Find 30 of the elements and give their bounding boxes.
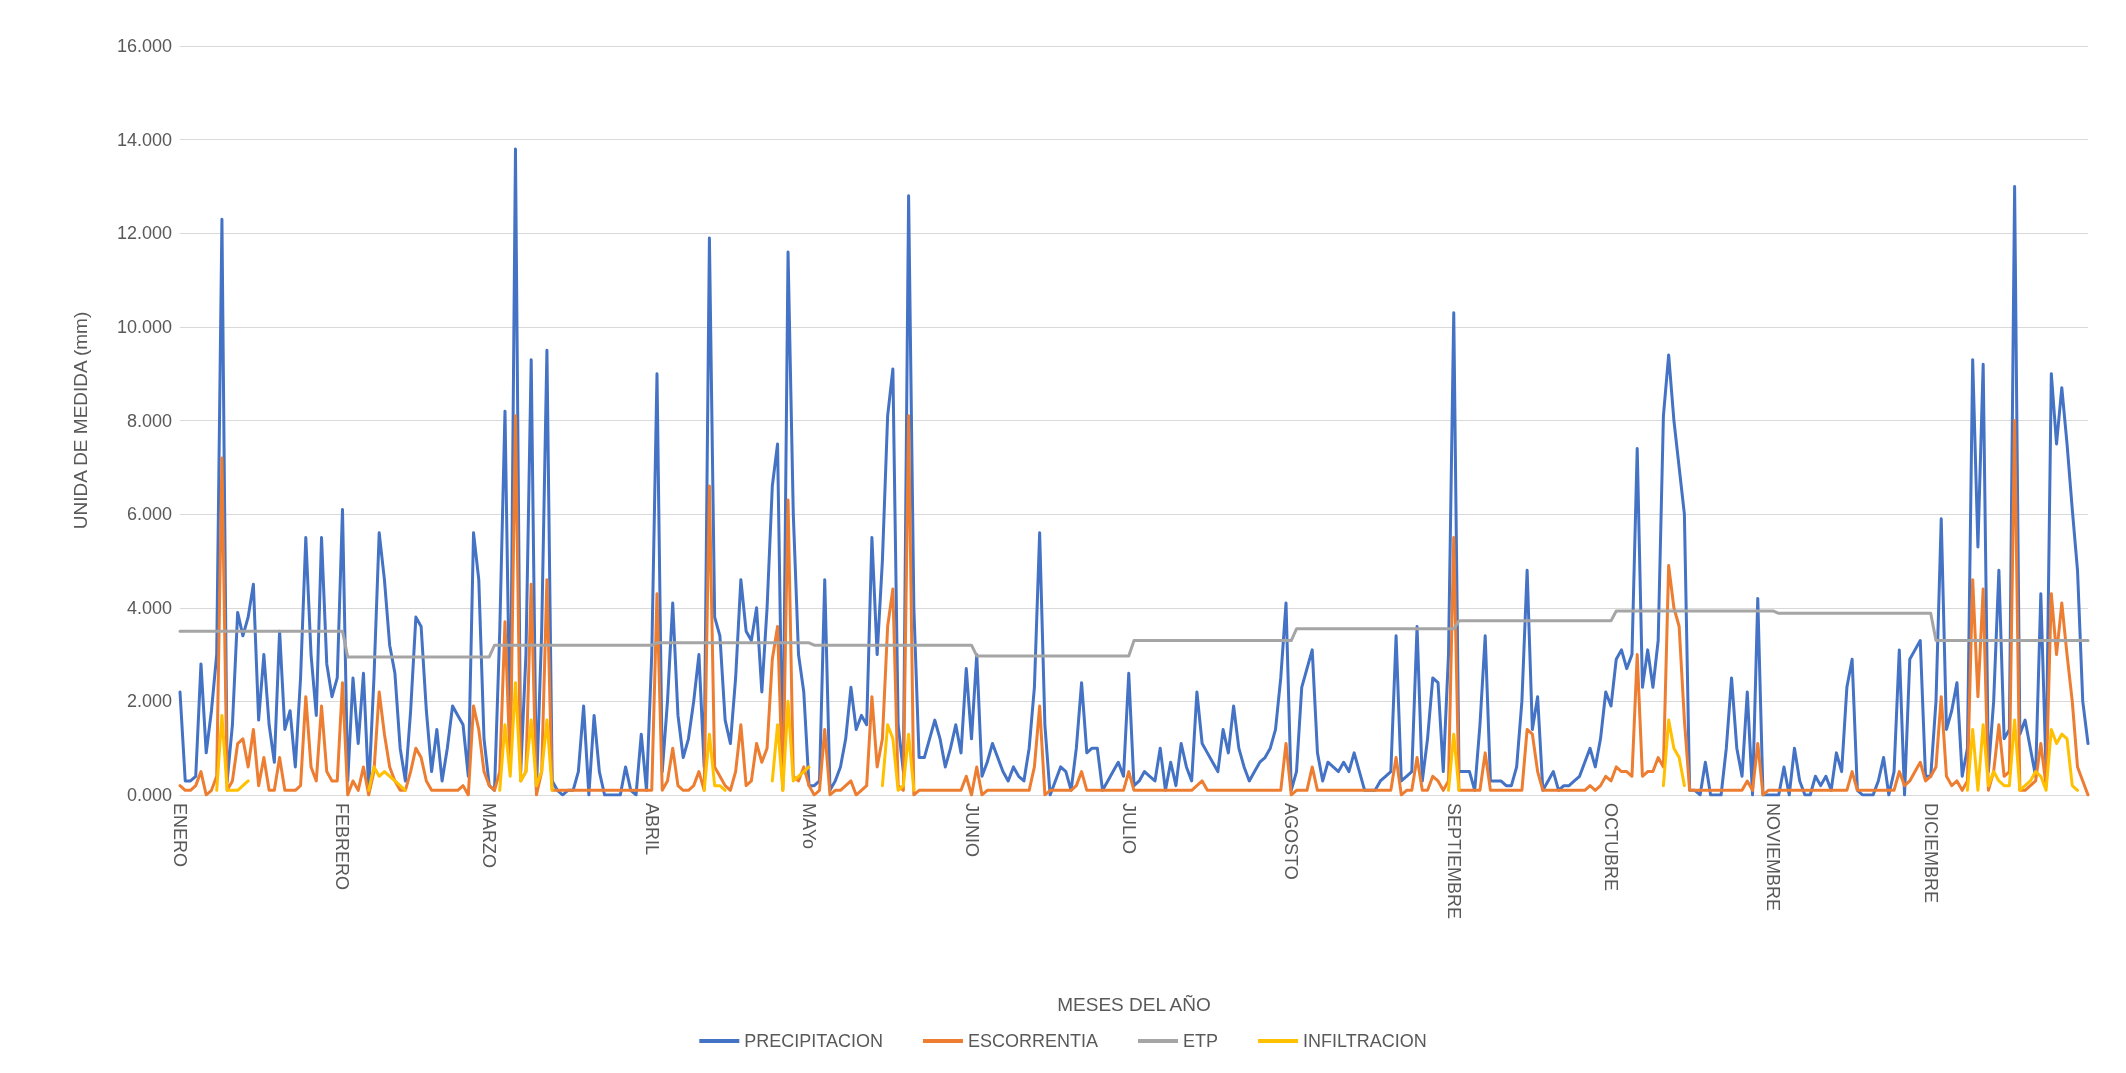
y-tick-label: 2.000 bbox=[126, 691, 172, 712]
x-tick-label: DICIEMBRE bbox=[1920, 803, 1941, 904]
y-axis-title: UNIDA DE MEDIDA (mm) bbox=[70, 311, 91, 530]
x-tick-label: OCTUBRE bbox=[1601, 803, 1621, 892]
x-tick-label: JULIO bbox=[1118, 803, 1139, 855]
y-tick-label: 16.000 bbox=[116, 36, 172, 56]
line-series bbox=[178, 414, 2090, 797]
legend-label: ETP bbox=[1183, 1031, 1219, 1051]
y-tick-label: 10.000 bbox=[116, 316, 172, 337]
x-tick-label: MARZO bbox=[479, 803, 500, 868]
x-tick-label: FEBRERO bbox=[332, 803, 353, 891]
x-tick-label: ABRIL bbox=[641, 803, 662, 856]
x-tick-label: JUNIO bbox=[961, 803, 982, 857]
x-tick-label: ENERO bbox=[170, 803, 190, 868]
line-series bbox=[178, 609, 2090, 659]
x-axis-title: MESES DEL AÑO bbox=[1057, 994, 1211, 1015]
y-tick-label: 6.000 bbox=[126, 504, 172, 525]
legend-label: ESCORRENTIA bbox=[967, 1031, 1099, 1051]
legend-label: PRECIPITACION bbox=[744, 1031, 883, 1051]
x-tick-label: SEPTIEMBRE bbox=[1443, 803, 1464, 920]
y-tick-label: 14.000 bbox=[116, 129, 172, 150]
y-tick-label: 4.000 bbox=[126, 597, 172, 618]
y-tick-label: 8.000 bbox=[126, 410, 172, 431]
line-series bbox=[178, 147, 2090, 797]
x-tick-label: MAYo bbox=[799, 803, 820, 850]
x-tick-label: NOVIEMBRE bbox=[1763, 803, 1784, 912]
x-tick-label: AGOSTO bbox=[1281, 803, 1302, 880]
y-tick-label: 12.000 bbox=[116, 223, 172, 244]
y-tick-label: 0.000 bbox=[126, 785, 172, 805]
legend-label: INFILTRACION bbox=[1303, 1031, 1427, 1051]
